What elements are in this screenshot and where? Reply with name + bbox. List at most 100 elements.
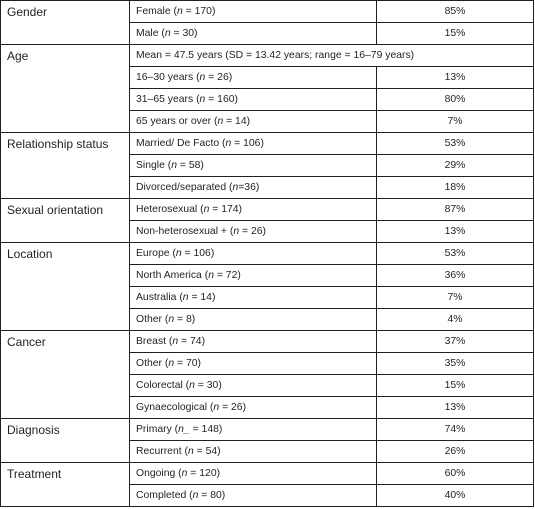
n-symbol: n [192, 490, 199, 501]
label-cell: Gynaecological (n = 26) [129, 396, 377, 419]
percent-cell: 80% [376, 88, 534, 111]
table-row: Other (n = 70) 35% [1, 352, 534, 375]
category-cell: Relationship status [0, 132, 130, 199]
percent-cell: 53% [376, 242, 534, 265]
label-text: = 106) [231, 138, 264, 149]
category-cell: Treatment [0, 462, 130, 507]
percent-cell: 87% [376, 198, 534, 221]
label-text: Other ( [136, 314, 169, 325]
label-cell: Male (n = 30) [129, 22, 377, 45]
label-text: 65 years or over ( [136, 116, 218, 127]
label-cell: Single (n = 58) [129, 154, 377, 177]
label-text: Heterosexual ( [136, 204, 204, 215]
n-symbol: n [203, 204, 210, 215]
percent-cell: 74% [376, 418, 534, 441]
percent-cell: 85% [376, 0, 534, 23]
table-row: Sexual orientation Heterosexual (n = 174)… [0, 198, 534, 243]
label-text: North America ( [136, 270, 209, 281]
label-cell: Australia (n = 14) [129, 286, 377, 309]
table-row: Age Mean = 47.5 years (SD = 13.42 years; … [0, 44, 534, 133]
label-text: Mean = 47.5 years (SD = 13.42 years; ran… [136, 50, 415, 61]
n-symbol: n [199, 94, 206, 105]
label-text: = 148) [189, 424, 223, 435]
label-text: Other ( [136, 358, 169, 369]
table-row: Diagnosis Primary (n_ = 148) 74% [0, 418, 534, 463]
percent-cell: 7% [376, 110, 534, 133]
label-text: Colorectal ( [136, 380, 190, 391]
percent-cell: 26% [376, 440, 534, 463]
label-text: = 174) [209, 204, 242, 215]
label-text: = 30) [194, 380, 222, 391]
percent-cell: 15% [376, 374, 534, 397]
percent-cell: 13% [376, 220, 534, 243]
n-symbol: n [233, 226, 240, 237]
n-symbol: n [172, 336, 179, 347]
label-text: = 14) [223, 116, 251, 127]
label-cell: Breast (n = 74) [129, 330, 377, 353]
label-text: Australia ( [136, 292, 183, 303]
label-text: Non-heterosexual + ( [136, 226, 234, 237]
table-row: Location Europe (n = 106) 53% [0, 242, 534, 331]
n-symbol: n [232, 182, 239, 193]
n-symbol: n [217, 116, 224, 127]
label-cell: Divorced/separated (n=36) [129, 176, 377, 199]
percent-cell: 40% [376, 484, 534, 507]
label-cell: 31–65 years (n = 160) [129, 88, 377, 111]
label-cell: North America (n = 72) [129, 264, 377, 287]
percent-cell: 53% [376, 132, 534, 155]
n-symbol: n [168, 314, 175, 325]
table-row: Relationship status Married/ De Facto (n … [0, 132, 534, 199]
label-text: = 70) [174, 358, 201, 369]
n-symbol: n [182, 292, 189, 303]
n-symbol: n [168, 358, 175, 369]
n-symbol: n [177, 6, 183, 17]
label-cell: Other (n = 8) [129, 308, 377, 331]
n-symbol: n [181, 468, 188, 479]
percent-cell: 4% [376, 308, 534, 331]
percent-cell: 36% [376, 264, 534, 287]
label-text: = 74) [178, 336, 206, 347]
table-row: Gender Female (n = 170) 85% [0, 0, 534, 45]
label-text: Europe ( [136, 248, 176, 259]
n-symbol: n [175, 248, 182, 259]
n-symbol: n [199, 72, 206, 83]
label-text: = 8) [174, 314, 196, 325]
n-symbol: n [225, 138, 232, 149]
label-text: = 26) [239, 226, 266, 237]
label-text: = 14) [188, 292, 216, 303]
percent-cell: 15% [376, 22, 534, 45]
label-text: Ongoing ( [136, 468, 182, 479]
percent-cell: 7% [376, 286, 534, 309]
label-text: Breast ( [136, 336, 173, 347]
label-text: =36) [238, 182, 260, 193]
category-cell: Gender [0, 0, 130, 45]
table-row: 65 years or over (n = 14) 7% [1, 110, 534, 133]
table-row: Completed (n = 80) 40% [1, 484, 534, 507]
percent-cell: 37% [376, 330, 534, 353]
label-text: 31–65 years ( [136, 94, 200, 105]
category-cell: Cancer [0, 330, 130, 419]
n-symbol: n [187, 446, 194, 457]
label-text: = 72) [213, 270, 241, 281]
label-cell: Mean = 47.5 years (SD = 13.42 years; ran… [129, 44, 534, 67]
table-row: 31–65 years (n = 160) 80% [1, 88, 534, 111]
percent-cell: 29% [376, 154, 534, 177]
category-cell: Sexual orientation [0, 198, 130, 243]
table-row: Single (n = 58) 29% [1, 154, 534, 177]
category-cell: Age [0, 44, 130, 133]
label-text: = 54) [193, 446, 221, 457]
label-cell: Other (n = 70) [129, 352, 377, 375]
label-text: Gynaecological ( [136, 402, 214, 413]
label-text: = 120) [187, 468, 221, 479]
n-symbol: n [171, 160, 178, 171]
label-cell: 65 years or over (n = 14) [129, 110, 377, 133]
n-symbol: n_ [178, 424, 190, 435]
label-text: = 106) [181, 248, 215, 259]
label-text: = 80) [198, 490, 226, 501]
table-row: Divorced/separated (n=36) 18% [1, 176, 534, 199]
table-row: Gynaecological (n = 26) 13% [1, 396, 534, 419]
n-symbol: n [189, 380, 195, 391]
label-text: Female ( [136, 6, 177, 17]
percent-cell: 13% [376, 66, 534, 89]
label-cell: Non-heterosexual + (n = 26) [129, 220, 377, 243]
